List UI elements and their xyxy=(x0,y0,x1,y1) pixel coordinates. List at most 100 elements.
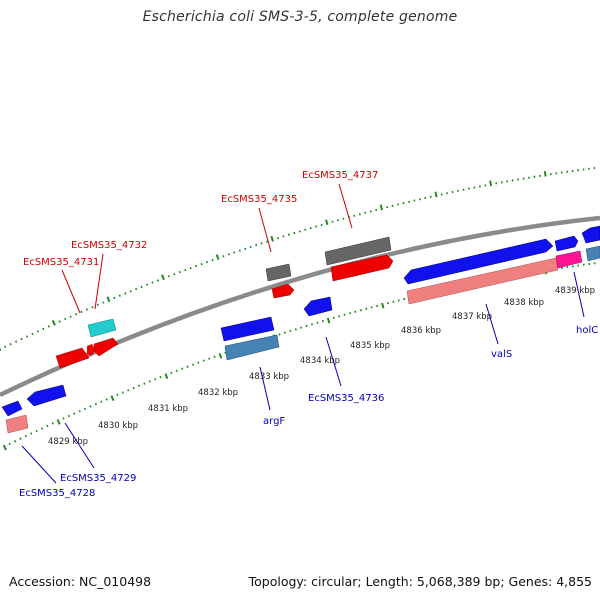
label-ecsms35-4736[interactable]: EcSMS35_4736 xyxy=(308,393,384,404)
gene-holc-region[interactable] xyxy=(554,235,579,252)
minor-tick xyxy=(135,287,138,291)
minor-tick xyxy=(31,332,34,336)
minor-tick xyxy=(309,226,312,230)
gene-ecsms35-4732-small[interactable] xyxy=(87,344,96,356)
major-tick xyxy=(110,395,115,401)
minor-tick xyxy=(181,367,184,370)
minor-tick xyxy=(85,308,89,311)
minor-tick xyxy=(36,330,40,333)
minor-tick xyxy=(370,306,373,309)
minor-tick xyxy=(211,259,214,262)
gene-ecsms35-4728[interactable] xyxy=(5,414,29,434)
minor-tick xyxy=(343,313,346,316)
scale-label-4833: 4833 kbp xyxy=(249,372,289,382)
gene-argf[interactable] xyxy=(224,334,280,361)
label-ecsms35-4737[interactable]: EcSMS35_4737 xyxy=(302,170,378,181)
minor-tick xyxy=(189,266,192,270)
minor-tick xyxy=(127,389,130,392)
major-tick xyxy=(56,419,61,425)
minor-tick xyxy=(320,223,323,227)
gene-ecsms35-4729[interactable] xyxy=(26,384,67,407)
minor-tick xyxy=(121,391,124,394)
minor-tick xyxy=(42,327,45,331)
label-ecsms35-4731[interactable]: EcSMS35_4731 xyxy=(23,257,99,268)
scale-label-4831: 4831 kbp xyxy=(148,404,188,414)
forward-strand-features xyxy=(55,236,394,369)
gene-ecsms35-4728-blue[interactable] xyxy=(1,400,23,417)
scale-label-4839: 4839 kbp xyxy=(555,286,595,296)
label-ecsms35-4728[interactable]: EcSMS35_4728 xyxy=(19,488,95,499)
minor-tick xyxy=(278,333,281,336)
pseudo-ecsms35-4737[interactable] xyxy=(324,236,392,266)
reverse-strand-features xyxy=(1,225,600,434)
minor-tick xyxy=(315,225,318,228)
minor-tick xyxy=(293,231,296,235)
minor-tick xyxy=(74,313,78,316)
minor-tick xyxy=(191,363,195,366)
major-tick xyxy=(270,235,274,242)
gene-vals[interactable] xyxy=(406,257,559,305)
gene-holc-next[interactable] xyxy=(581,225,600,244)
major-tick xyxy=(381,302,385,309)
minor-tick xyxy=(376,304,379,308)
gene-ecsms35-4731[interactable] xyxy=(55,347,90,369)
scale-label-4838: 4838 kbp xyxy=(504,298,544,308)
scale-label-4830: 4830 kbp xyxy=(98,421,138,431)
minor-tick xyxy=(113,296,116,300)
scale-label-4834: 4834 kbp xyxy=(300,356,340,366)
minor-tick xyxy=(298,230,301,233)
gene-argf-region[interactable] xyxy=(220,316,275,342)
minor-tick xyxy=(337,219,340,222)
label-ecsms35-4729[interactable]: EcSMS35_4729 xyxy=(60,473,136,484)
minor-tick xyxy=(283,331,286,334)
minor-tick xyxy=(331,220,334,223)
minor-tick xyxy=(227,253,230,256)
minor-tick xyxy=(195,264,198,268)
label-ecsms35-4732[interactable]: EcSMS35_4732 xyxy=(71,240,147,251)
forward-gene-labels: EcSMS35_4731 EcSMS35_4732 EcSMS35_4735 E… xyxy=(23,170,378,314)
label-vals[interactable]: valS xyxy=(491,349,512,360)
minor-tick xyxy=(233,251,236,254)
minor-tick xyxy=(67,414,71,418)
minor-tick xyxy=(96,303,100,307)
minor-tick xyxy=(310,323,314,326)
minor-tick xyxy=(4,345,7,349)
minor-tick xyxy=(148,380,151,383)
gene-ecsms35-4732[interactable] xyxy=(93,337,119,357)
minor-tick xyxy=(266,240,269,243)
leader-line xyxy=(258,207,272,253)
scale-label-4832: 4832 kbp xyxy=(198,388,238,398)
minor-tick xyxy=(391,204,394,208)
gene-holc[interactable] xyxy=(555,250,583,269)
pseudo-ecsms35-4735[interactable] xyxy=(265,263,292,282)
minor-tick xyxy=(365,307,368,311)
label-argf[interactable]: argF xyxy=(263,416,285,427)
label-holc[interactable]: holC xyxy=(576,325,598,336)
gene-vals-blue[interactable] xyxy=(403,238,554,285)
leader-line xyxy=(325,336,342,387)
minor-tick xyxy=(386,301,389,305)
minor-tick xyxy=(91,305,94,309)
gene-ecsms35-4735[interactable] xyxy=(271,283,295,299)
minor-tick xyxy=(354,310,357,313)
minor-tick xyxy=(154,378,157,381)
rna-ecsms35-4732[interactable] xyxy=(87,318,117,338)
minor-tick xyxy=(208,357,211,360)
gene-steelblue-edge[interactable] xyxy=(585,245,600,262)
label-ecsms35-4735[interactable]: EcSMS35_4735 xyxy=(221,194,297,205)
minor-tick xyxy=(140,285,143,289)
major-tick xyxy=(161,274,165,281)
minor-tick xyxy=(167,275,170,278)
minor-tick xyxy=(321,319,324,323)
minor-tick xyxy=(200,262,203,266)
gene-ecsms35-4736[interactable] xyxy=(303,296,333,317)
minor-tick xyxy=(359,309,362,312)
minor-tick xyxy=(94,402,97,406)
major-tick xyxy=(51,319,56,326)
minor-tick xyxy=(143,382,146,385)
minor-tick xyxy=(255,244,258,247)
minor-tick xyxy=(14,340,18,343)
gene-ecsms35-4737[interactable] xyxy=(330,254,394,282)
leader-line xyxy=(61,269,81,314)
